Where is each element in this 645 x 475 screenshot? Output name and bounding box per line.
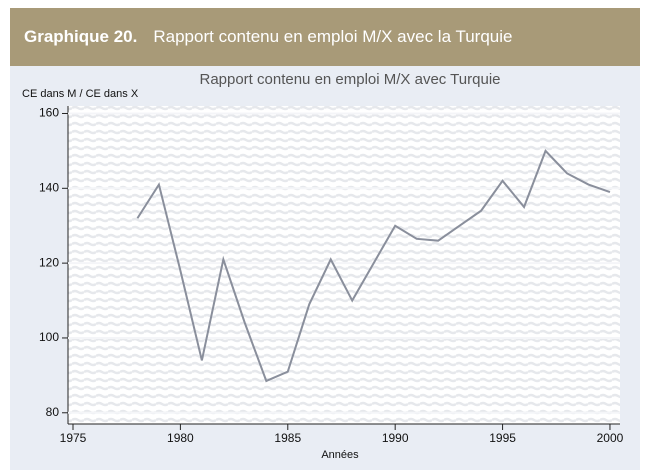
header: Graphique 20. Rapport contenu en emploi M… <box>10 8 640 66</box>
y-tick-label: 140 <box>39 180 59 194</box>
line-series <box>136 149 611 383</box>
x-tick-label: 1990 <box>382 431 409 445</box>
x-tick-label: 2000 <box>597 431 624 445</box>
x-tick-label: 1975 <box>60 431 87 445</box>
y-tick-label: 80 <box>46 405 60 419</box>
y-tick-label: 120 <box>39 255 59 269</box>
y-tick-label: 160 <box>39 106 59 120</box>
header-title: Rapport contenu en emploi M/X avec la Tu… <box>153 27 513 46</box>
x-axis-label: Années <box>321 449 359 461</box>
x-tick-label: 1995 <box>489 431 516 445</box>
chart-title: Rapport contenu en emploi M/X avec Turqu… <box>199 71 500 88</box>
plot-area <box>68 106 620 424</box>
header-label: Graphique 20. <box>24 27 138 46</box>
y-tick-label: 100 <box>39 330 59 344</box>
y-axis-label: CE dans M / CE dans X <box>22 88 139 100</box>
x-tick-label: 1985 <box>274 431 301 445</box>
x-tick-label: 1980 <box>167 431 194 445</box>
